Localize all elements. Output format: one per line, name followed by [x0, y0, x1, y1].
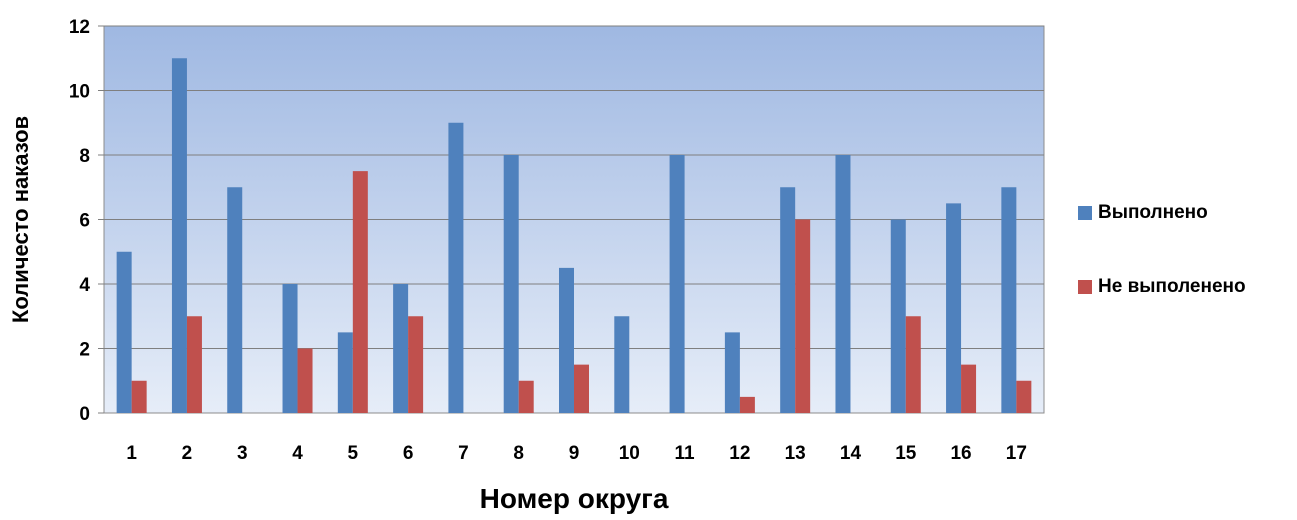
bar-completed: [835, 155, 851, 413]
x-tick-label: 11: [675, 443, 696, 464]
x-tick-label: 6: [403, 443, 414, 464]
bar-completed: [724, 332, 740, 413]
bar-not-completed: [352, 171, 368, 413]
bar-completed: [171, 58, 187, 413]
bar-not-completed: [905, 316, 921, 413]
bar-completed: [890, 219, 906, 413]
bar-completed: [1001, 187, 1017, 413]
x-tick-label: 7: [458, 443, 469, 464]
legend-swatch-not-completed: [1078, 280, 1092, 294]
bar-not-completed: [186, 316, 202, 413]
y-tick-label: 8: [79, 146, 90, 167]
y-tick-label: 0: [79, 404, 90, 425]
y-axis-title: Количесто наказов: [8, 116, 33, 323]
x-tick-label: 10: [619, 443, 640, 464]
bar-completed: [448, 122, 464, 413]
bar-not-completed: [739, 396, 755, 413]
x-tick-label: 16: [950, 443, 971, 464]
bar-not-completed: [297, 348, 313, 413]
gridlines: [98, 25, 1044, 414]
bar-completed: [337, 332, 353, 413]
x-tick-label: 5: [348, 443, 359, 464]
bar-completed: [780, 187, 796, 413]
legend-swatch-completed: [1078, 206, 1092, 220]
x-tick-label: 8: [513, 443, 524, 464]
x-tick-label: 2: [182, 443, 193, 464]
bar-not-completed: [795, 219, 811, 413]
x-tick-label: 4: [292, 443, 303, 464]
bar-completed: [946, 203, 962, 413]
x-tick-label: 14: [840, 443, 862, 464]
legend-label-completed: Выполнено: [1098, 202, 1208, 223]
bar-completed: [614, 316, 630, 413]
bar-completed: [669, 155, 685, 413]
bar-completed: [393, 284, 409, 413]
bar-not-completed: [408, 316, 424, 413]
x-tick-label: 3: [237, 443, 248, 464]
bar-not-completed: [518, 380, 534, 413]
x-tick-label: 17: [1006, 443, 1027, 464]
legend-item-completed: Выполнено: [1078, 198, 1246, 228]
legend-label-not-completed: Не выполенено: [1098, 276, 1246, 297]
legend-item-not-completed: Не выполенено: [1078, 272, 1246, 302]
y-tick-label: 12: [69, 17, 90, 38]
legend: Выполнено Не выполенено: [1078, 198, 1246, 346]
bar-completed: [116, 251, 132, 413]
bar-completed: [282, 284, 298, 413]
x-tick-label: 15: [895, 443, 917, 464]
bar-not-completed: [131, 380, 147, 413]
bar-not-completed: [574, 364, 589, 413]
bar-completed: [227, 187, 243, 413]
x-tick-label: 13: [785, 443, 806, 464]
bar-completed: [559, 267, 574, 413]
x-tick-label: 12: [729, 443, 750, 464]
y-tick-label: 4: [79, 275, 90, 296]
bar-not-completed: [1016, 380, 1032, 413]
bars: [116, 58, 1032, 413]
bar-completed: [503, 155, 519, 413]
bar-not-completed: [961, 364, 977, 413]
y-tick-label: 6: [79, 211, 90, 232]
x-axis-title: Номер округа: [480, 483, 669, 514]
x-tick-label: 9: [569, 443, 580, 464]
y-tick-label: 2: [79, 340, 90, 361]
y-tick-label: 10: [69, 82, 90, 103]
x-tick-label: 1: [126, 443, 137, 464]
